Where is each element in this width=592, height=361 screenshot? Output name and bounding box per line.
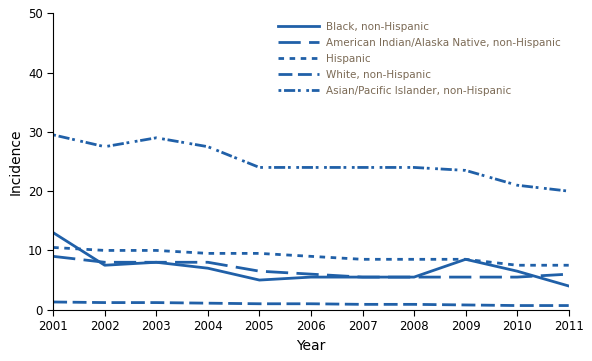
X-axis label: Year: Year (296, 339, 326, 353)
Y-axis label: Incidence: Incidence (8, 128, 22, 195)
Legend: Black, non-Hispanic, American Indian/Alaska Native, non-Hispanic, Hispanic, Whit: Black, non-Hispanic, American Indian/Ala… (275, 18, 564, 99)
